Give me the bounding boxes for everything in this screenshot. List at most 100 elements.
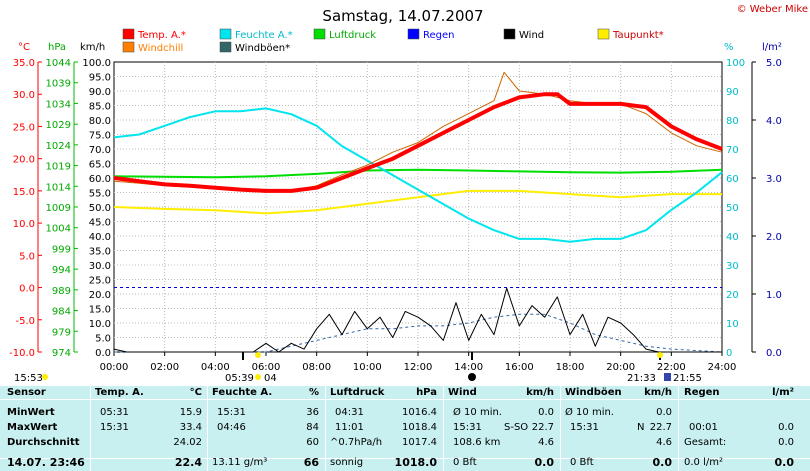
percent-tick-label: 10 xyxy=(726,319,739,330)
percent-tick-label: 50 xyxy=(726,203,739,214)
feuchte-max-value: 84 xyxy=(306,422,319,433)
feuchte-max-time: 04:46 xyxy=(217,422,246,433)
lm2-unit: l/m² xyxy=(762,42,782,53)
temp-current: 22.4 xyxy=(174,456,202,469)
celsius-tick-label: -5.0 xyxy=(15,316,35,327)
regen-current-label: 0.0 l/m² xyxy=(684,457,723,468)
windboen-column: Windböen km/h Ø 10 min. 0.0 15:31 N 22.7… xyxy=(565,386,672,471)
celsius-tick-label: 35.0 xyxy=(13,58,35,69)
kmh-tick-label: 80.0 xyxy=(89,116,111,127)
temp-avg: 24.02 xyxy=(173,437,202,448)
kmh-tick-label: 65.0 xyxy=(89,160,111,171)
luftdruck-header: Luftdruck xyxy=(330,387,385,398)
legend: Temp. A.* Feuchte A.* Luftdruck Regen Wind Ta… xyxy=(122,28,664,54)
regen-time: 00:01 xyxy=(689,422,718,433)
hpa-tick-label: 984 xyxy=(52,307,71,318)
time-tick-label: 00:00 xyxy=(100,362,129,373)
time-tick-label: 20:00 xyxy=(606,362,635,373)
regen-total-value: 0.0 xyxy=(778,437,794,448)
time-tick-label: 16:00 xyxy=(505,362,534,373)
luftdruck-current: 1018.0 xyxy=(394,456,437,469)
series-line xyxy=(113,189,722,215)
windboen-beaufort: 0 Bft xyxy=(570,457,594,468)
regen-header: Regen xyxy=(684,387,720,398)
series-line xyxy=(113,92,723,193)
kmh-tick-label: 60.0 xyxy=(89,174,111,185)
hpa-tick-label: 1039 xyxy=(46,79,71,90)
hpa-tick-label: 1029 xyxy=(46,120,71,131)
legend-label: Regen xyxy=(423,30,455,41)
wind-unit: km/h xyxy=(526,387,554,398)
wind-max-direction: S-SO xyxy=(504,422,529,433)
celsius-tick-label: 25.0 xyxy=(13,122,35,133)
lm2-tick-label: 5.0 xyxy=(766,58,782,69)
avg-label: Durchschnitt xyxy=(7,437,80,448)
celsius-tick-label: 0.0 xyxy=(19,284,35,295)
sun-icon xyxy=(255,352,261,358)
legend-swatch xyxy=(219,41,232,53)
max-label: MaxWert xyxy=(7,422,58,433)
time-tick-label: 18:00 xyxy=(556,362,585,373)
kmh-tick-label: 15.0 xyxy=(89,305,111,316)
axes: 35.0 30.0 25.0 20.0 15.0 10.0 5.0 0.0 -5.0 -10.0 1… xyxy=(9,58,782,373)
series-line xyxy=(113,107,723,243)
luftdruck-max-time: 11:01 xyxy=(335,422,364,433)
percent-tick-label: 70 xyxy=(726,145,739,156)
moon-icon xyxy=(664,373,671,381)
wind-max-value: 22.7 xyxy=(531,422,554,433)
sun-icon xyxy=(42,374,48,380)
current-label: 14.07. 23:46 xyxy=(7,456,85,469)
celsius-tick-label: -10.0 xyxy=(9,348,35,359)
temp-unit: °C xyxy=(189,387,202,398)
wind-10min-value: 0.0 xyxy=(538,407,554,418)
temp-min-value: 15.9 xyxy=(179,407,202,418)
windboen-header: Windböen xyxy=(565,387,622,398)
hpa-tick-label: 1024 xyxy=(46,141,71,152)
celsius-tick-label: 5.0 xyxy=(19,251,35,262)
windboen-current: 0.0 xyxy=(652,456,673,469)
feuchte-avg: 60 xyxy=(306,437,319,448)
sun-icon xyxy=(255,374,261,380)
time-tick-label: 06:00 xyxy=(252,362,281,373)
celsius-tick-label: 10.0 xyxy=(13,219,35,230)
kmh-tick-label: 35.0 xyxy=(89,247,111,258)
wind-beaufort: 0 Bft xyxy=(453,457,477,468)
regen-value: 0.0 xyxy=(778,422,794,433)
windboen-unit: km/h xyxy=(644,387,672,398)
chart-title: Samstag, 14.07.2007 xyxy=(322,7,483,25)
hpa-tick-label: 979 xyxy=(52,327,71,338)
percent-tick-label: 30 xyxy=(726,261,739,272)
legend-label: Feuchte A.* xyxy=(235,30,293,41)
legend-swatch xyxy=(122,41,135,53)
legend-label: Windböen* xyxy=(235,43,290,54)
hpa-tick-label: 1004 xyxy=(46,224,71,235)
windboen-max-direction: N xyxy=(637,422,645,433)
celsius-tick-label: 20.0 xyxy=(13,155,35,166)
kmh-tick-label: 45.0 xyxy=(89,218,111,229)
moonset-label: 21:55 xyxy=(673,373,702,384)
kmh-tick-label: 25.0 xyxy=(89,276,111,287)
kmh-tick-label: 90.0 xyxy=(89,87,111,98)
legend-swatch xyxy=(122,28,135,40)
percent-unit: % xyxy=(724,42,734,53)
sun-markers: 15:53 05:39 04 21:33 21:55 xyxy=(14,352,702,384)
windboen-10min-value: 0.0 xyxy=(656,407,672,418)
kmh-tick-label: 55.0 xyxy=(89,189,111,200)
wind-max-time: 15:31 xyxy=(453,422,482,433)
windboen-10min-label: Ø 10 min. xyxy=(565,407,614,418)
time-tick-label: 12:00 xyxy=(404,362,433,373)
start-time-label: 15:53 xyxy=(14,373,43,384)
time-tick-label: 22:00 xyxy=(657,362,686,373)
sensor-header: Sensor xyxy=(7,387,46,398)
kmh-tick-label: 85.0 xyxy=(89,102,111,113)
stats-table: Sensor MinWert MaxWert Durchschnitt 14.0… xyxy=(0,386,810,471)
kmh-unit: km/h xyxy=(80,42,105,53)
legend-label: Temp. A.* xyxy=(137,30,186,41)
min-label: MinWert xyxy=(7,407,55,418)
legend-label: Luftdruck xyxy=(329,30,376,41)
percent-tick-label: 20 xyxy=(726,290,739,301)
lm2-tick-label: 2.0 xyxy=(766,232,782,243)
feuchte-column: Feuchte A. % 15:31 36 04:46 84 60 13.11 … xyxy=(212,386,319,471)
percent-tick-label: 0 xyxy=(726,348,732,359)
series-line xyxy=(113,168,723,179)
